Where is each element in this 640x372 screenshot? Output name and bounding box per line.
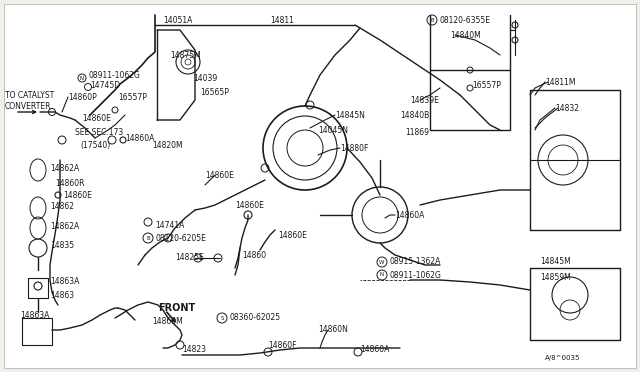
Text: 14860M: 14860M <box>152 317 183 327</box>
Text: 14820M: 14820M <box>152 141 182 150</box>
Text: 08360-62025: 08360-62025 <box>230 314 281 323</box>
Text: 14860E: 14860E <box>82 113 111 122</box>
Text: 14862A: 14862A <box>50 164 79 173</box>
Text: 14863A: 14863A <box>20 311 49 320</box>
Text: 14860E: 14860E <box>235 201 264 209</box>
Text: 14045N: 14045N <box>318 125 348 135</box>
Text: (17540): (17540) <box>80 141 110 150</box>
Text: N: N <box>80 76 84 80</box>
Text: 14863: 14863 <box>50 291 74 299</box>
Text: 14860A: 14860A <box>360 346 389 355</box>
Text: 08911-1062G: 08911-1062G <box>390 270 442 279</box>
Text: 14825E: 14825E <box>175 253 204 263</box>
Text: 16557P: 16557P <box>118 93 147 102</box>
Text: 14051A: 14051A <box>163 16 193 25</box>
Text: 14835: 14835 <box>50 241 74 250</box>
Text: 14860A: 14860A <box>125 134 154 142</box>
Text: 14860E: 14860E <box>278 231 307 240</box>
Text: 14860P: 14860P <box>68 93 97 102</box>
Text: A/8^0035: A/8^0035 <box>545 355 580 361</box>
Text: 14860: 14860 <box>242 250 266 260</box>
Text: S: S <box>220 315 224 321</box>
Text: 14811: 14811 <box>270 16 294 25</box>
Text: 14745D: 14745D <box>90 80 120 90</box>
Text: 14845M: 14845M <box>540 257 571 266</box>
Text: 14863A: 14863A <box>50 278 79 286</box>
Text: 08120-6355E: 08120-6355E <box>440 16 491 25</box>
Text: 14860F: 14860F <box>268 340 296 350</box>
Text: 14832: 14832 <box>555 103 579 112</box>
Text: 14039: 14039 <box>193 74 217 83</box>
Text: 14840B: 14840B <box>400 110 429 119</box>
Text: B: B <box>430 17 434 22</box>
Text: 14859M: 14859M <box>540 273 571 282</box>
Text: CONVERTER: CONVERTER <box>5 102 51 110</box>
Text: 16557P: 16557P <box>472 80 501 90</box>
Text: 14860R: 14860R <box>55 179 84 187</box>
Text: 14839E: 14839E <box>410 96 439 105</box>
Text: 14860N: 14860N <box>318 326 348 334</box>
Text: 08911-1062G: 08911-1062G <box>88 71 140 80</box>
Text: 16565P: 16565P <box>200 87 229 96</box>
Text: 14741A: 14741A <box>155 221 184 230</box>
Text: W: W <box>380 260 385 264</box>
Text: 14860A: 14860A <box>395 211 424 219</box>
Text: 11869: 11869 <box>405 128 429 137</box>
Text: 14860E: 14860E <box>205 170 234 180</box>
Text: 08120-6205E: 08120-6205E <box>155 234 206 243</box>
Text: B: B <box>146 235 150 241</box>
Text: TO CATALYST: TO CATALYST <box>5 90 54 99</box>
Text: 14862A: 14862A <box>50 221 79 231</box>
Text: N: N <box>380 273 384 278</box>
Text: SEE SEC.173: SEE SEC.173 <box>75 128 124 137</box>
Text: FRONT: FRONT <box>158 303 195 313</box>
Text: 14875M: 14875M <box>170 51 201 60</box>
Text: 14823: 14823 <box>182 346 206 355</box>
Text: 14880F: 14880F <box>340 144 369 153</box>
Text: 14840M: 14840M <box>450 31 481 39</box>
Text: 08915-1362A: 08915-1362A <box>390 257 442 266</box>
Text: 14862: 14862 <box>50 202 74 211</box>
Text: 14860E: 14860E <box>63 190 92 199</box>
Text: 14845N: 14845N <box>335 110 365 119</box>
Text: 14811M: 14811M <box>545 77 575 87</box>
